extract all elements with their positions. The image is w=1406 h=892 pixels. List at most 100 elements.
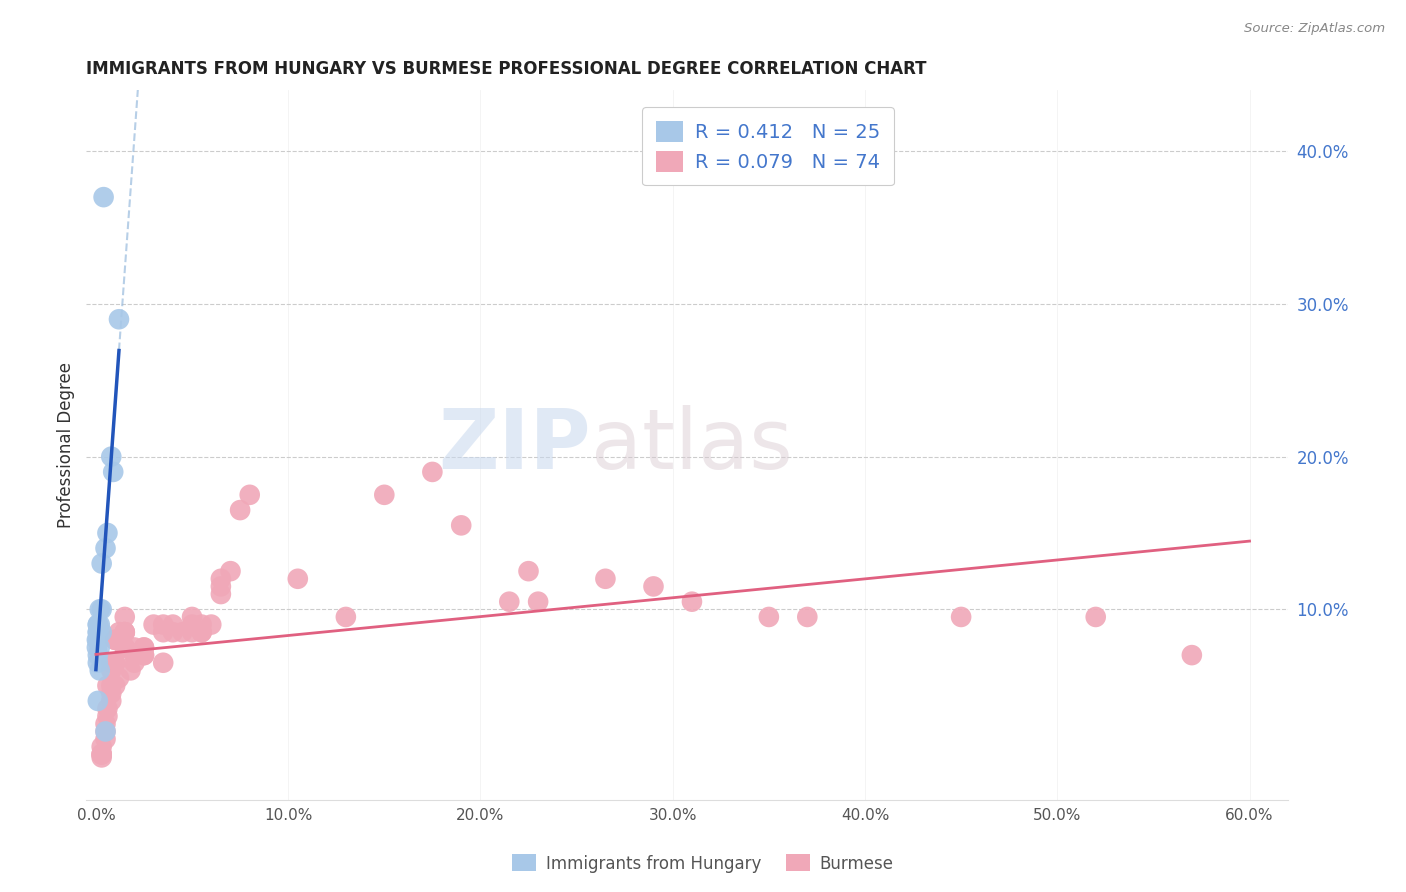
- Point: [100, 450, 122, 464]
- Text: ZIP: ZIP: [439, 405, 591, 486]
- Point: [87, 625, 110, 640]
- Point: [100, 694, 122, 708]
- Point: [796, 610, 818, 624]
- Point: [103, 465, 125, 479]
- Point: [181, 617, 204, 632]
- Point: [422, 465, 444, 479]
- Point: [96, 679, 118, 693]
- Point: [100, 679, 122, 693]
- Point: [90, 602, 112, 616]
- Point: [89, 664, 111, 678]
- Point: [90, 557, 112, 571]
- Point: [132, 640, 155, 655]
- Point: [190, 625, 212, 640]
- Legend: R = 0.412   N = 25, R = 0.079   N = 74: R = 0.412 N = 25, R = 0.079 N = 74: [643, 107, 894, 186]
- Point: [87, 656, 110, 670]
- Point: [190, 617, 212, 632]
- Point: [90, 747, 112, 762]
- Point: [86, 632, 108, 647]
- Point: [950, 610, 973, 624]
- Point: [124, 656, 146, 670]
- Point: [152, 617, 174, 632]
- Point: [120, 664, 142, 678]
- Point: [181, 625, 204, 640]
- Point: [190, 625, 212, 640]
- Point: [100, 656, 122, 670]
- Point: [172, 625, 194, 640]
- Point: [114, 610, 136, 624]
- Point: [229, 503, 252, 517]
- Point: [132, 648, 155, 662]
- Point: [93, 190, 115, 204]
- Point: [209, 587, 232, 601]
- Point: [152, 625, 174, 640]
- Point: [108, 312, 131, 326]
- Point: [96, 709, 118, 723]
- Point: [104, 656, 127, 670]
- Point: [124, 640, 146, 655]
- Point: [90, 739, 112, 754]
- Point: [100, 664, 122, 678]
- Point: [162, 625, 184, 640]
- Point: [94, 732, 117, 747]
- Point: [87, 617, 110, 632]
- Point: [114, 625, 136, 640]
- Point: [90, 750, 112, 764]
- Point: [200, 617, 222, 632]
- Legend: Immigrants from Hungary, Burmese: Immigrants from Hungary, Burmese: [506, 847, 900, 880]
- Point: [94, 541, 117, 556]
- Point: [86, 640, 108, 655]
- Point: [108, 632, 131, 647]
- Point: [94, 724, 117, 739]
- Point: [1084, 610, 1107, 624]
- Point: [498, 595, 520, 609]
- Point: [450, 518, 472, 533]
- Point: [104, 632, 127, 647]
- Point: [152, 656, 174, 670]
- Point: [87, 625, 110, 640]
- Point: [87, 625, 110, 640]
- Point: [595, 572, 617, 586]
- Point: [643, 579, 665, 593]
- Point: [758, 610, 780, 624]
- Point: [132, 640, 155, 655]
- Point: [108, 625, 131, 640]
- Point: [94, 716, 117, 731]
- Point: [114, 625, 136, 640]
- Point: [90, 747, 112, 762]
- Point: [124, 648, 146, 662]
- Point: [104, 632, 127, 647]
- Point: [87, 632, 110, 647]
- Text: Source: ZipAtlas.com: Source: ZipAtlas.com: [1244, 22, 1385, 36]
- Point: [87, 617, 110, 632]
- Point: [287, 572, 309, 586]
- Point: [104, 679, 127, 693]
- Point: [219, 564, 242, 578]
- Point: [335, 610, 357, 624]
- Text: atlas: atlas: [591, 405, 793, 486]
- Point: [114, 640, 136, 655]
- Point: [89, 602, 111, 616]
- Point: [96, 526, 118, 541]
- Point: [114, 625, 136, 640]
- Point: [89, 617, 111, 632]
- Point: [527, 595, 550, 609]
- Point: [209, 572, 232, 586]
- Point: [104, 656, 127, 670]
- Point: [132, 648, 155, 662]
- Point: [373, 488, 395, 502]
- Point: [114, 640, 136, 655]
- Point: [94, 724, 117, 739]
- Point: [87, 694, 110, 708]
- Point: [209, 579, 232, 593]
- Point: [1181, 648, 1204, 662]
- Point: [87, 648, 110, 662]
- Point: [142, 617, 165, 632]
- Point: [517, 564, 540, 578]
- Point: [108, 671, 131, 685]
- Text: IMMIGRANTS FROM HUNGARY VS BURMESE PROFESSIONAL DEGREE CORRELATION CHART: IMMIGRANTS FROM HUNGARY VS BURMESE PROFE…: [86, 60, 927, 78]
- Point: [89, 640, 111, 655]
- Point: [181, 610, 204, 624]
- Point: [681, 595, 703, 609]
- Y-axis label: Professional Degree: Professional Degree: [58, 362, 75, 528]
